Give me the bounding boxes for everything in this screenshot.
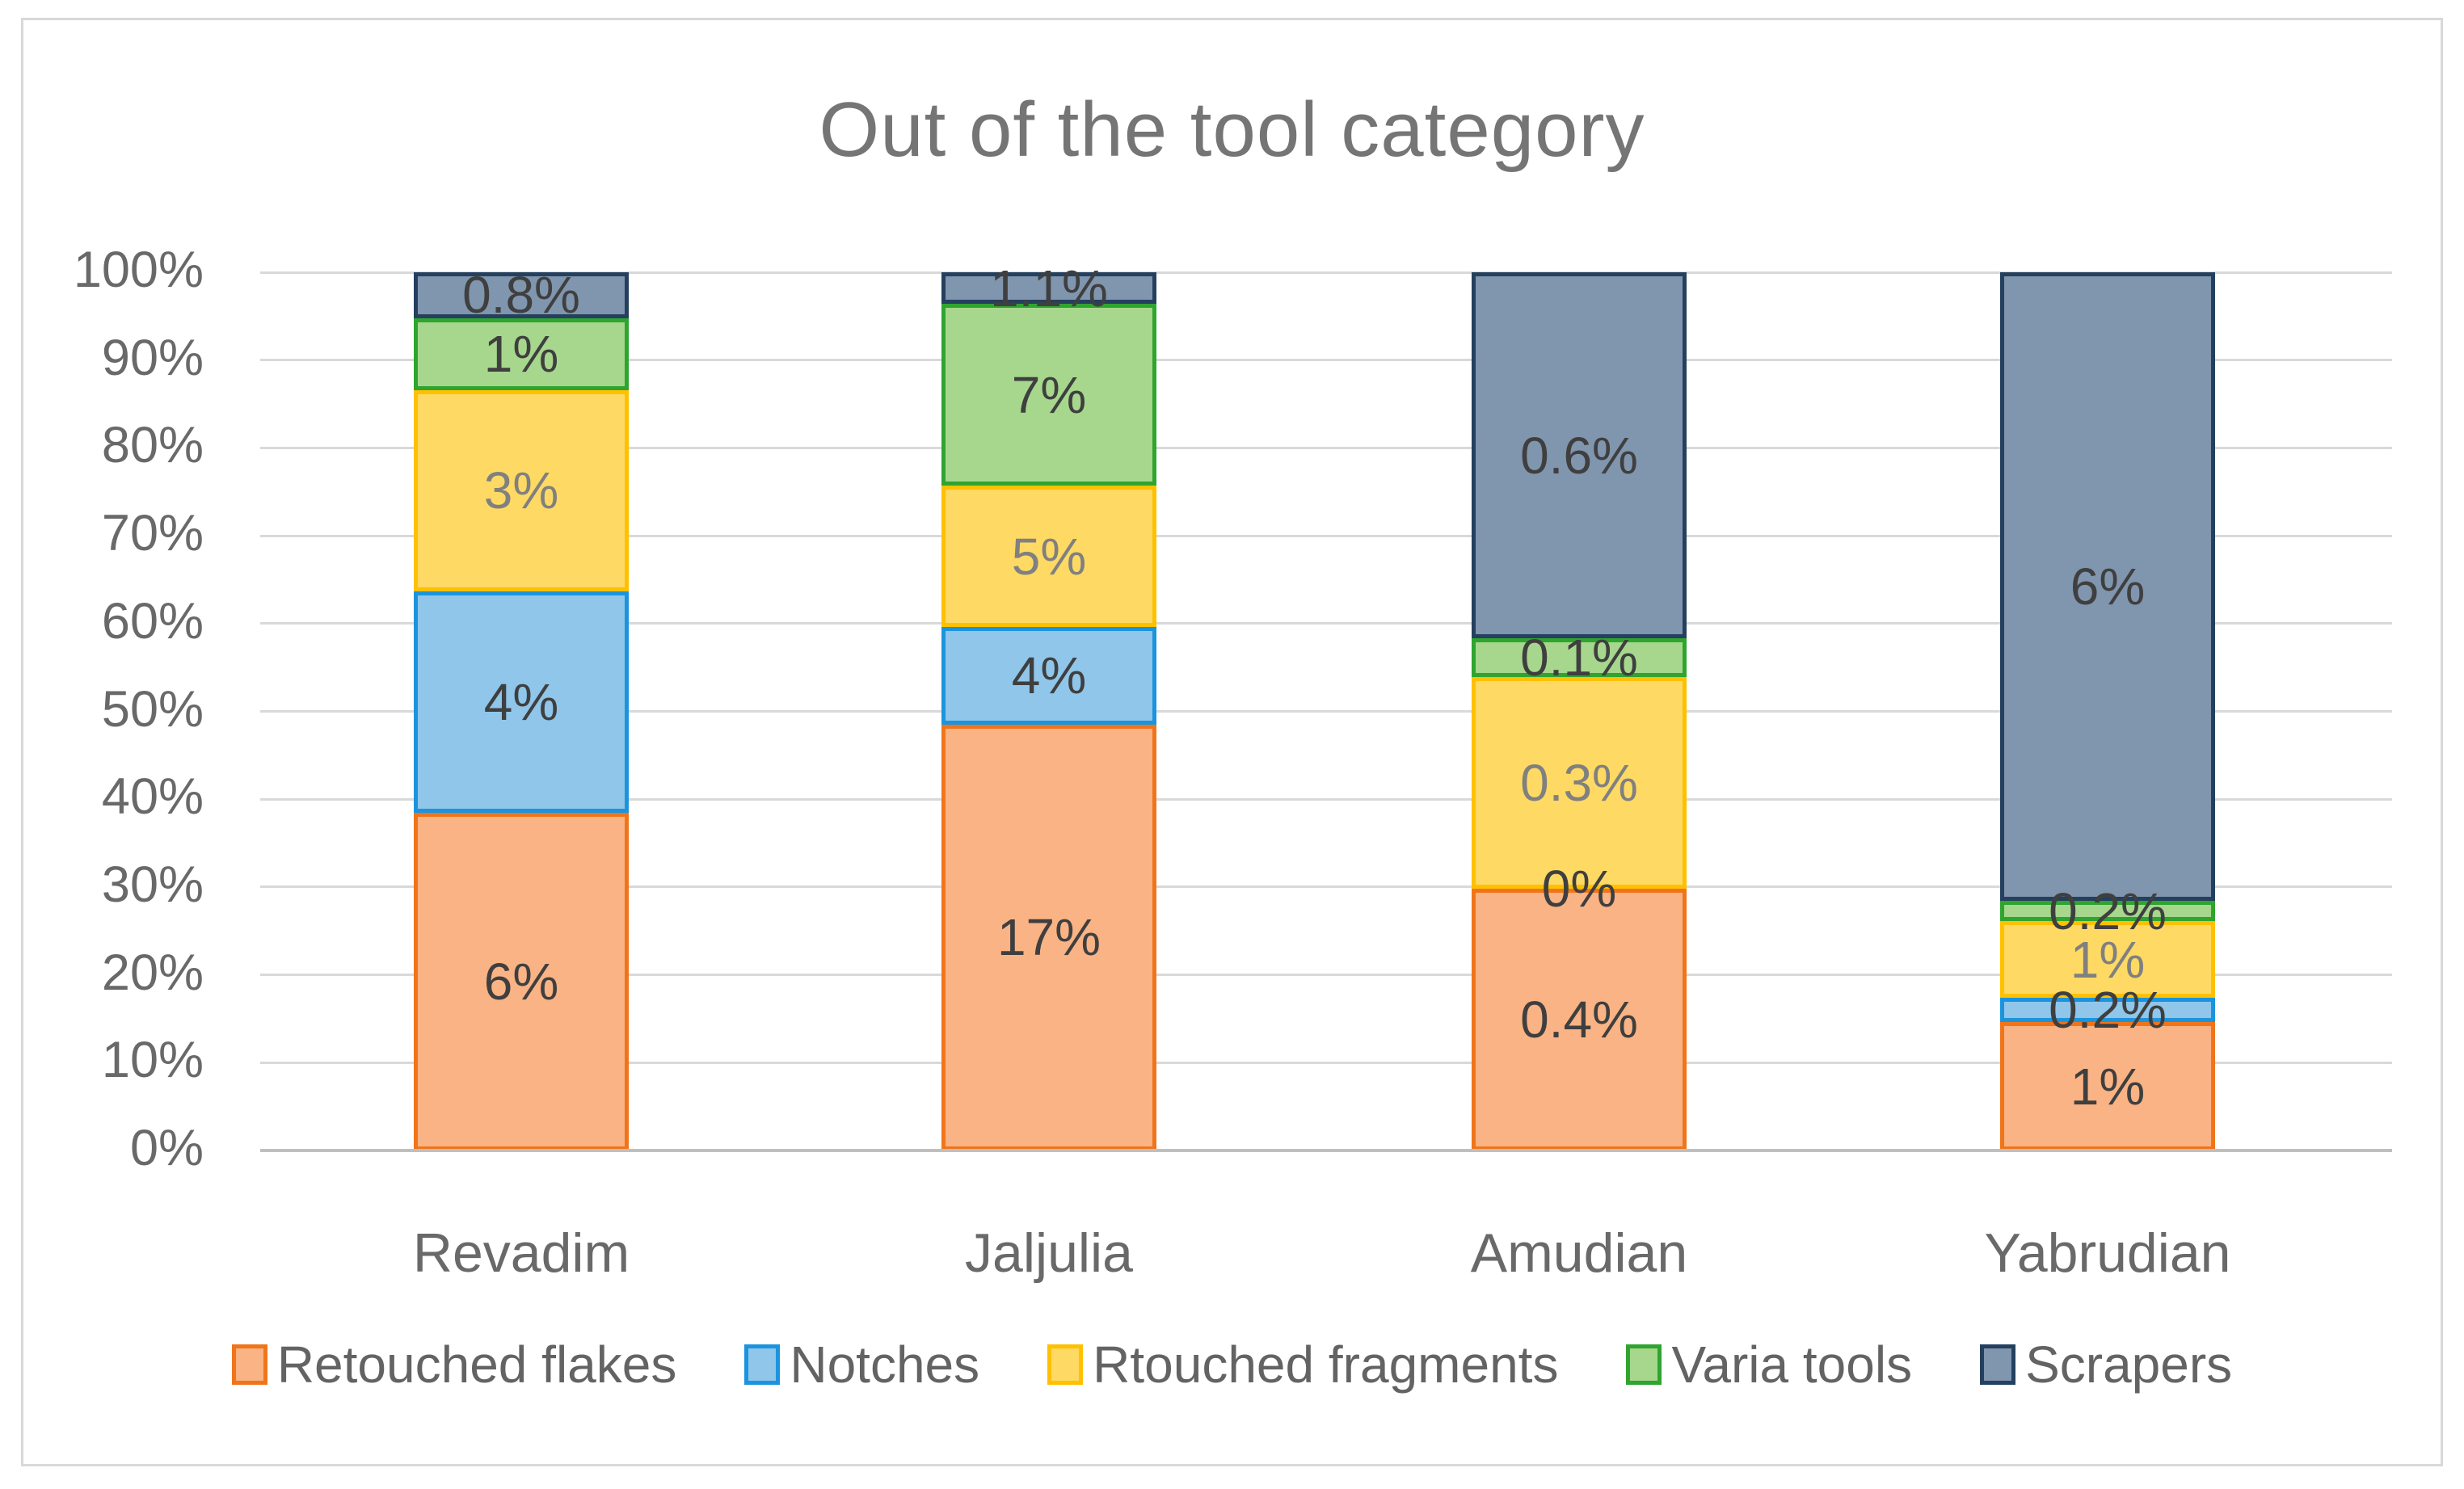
data-label: 7% <box>1011 365 1087 424</box>
bar-segment-rtouched-fragments <box>941 486 1156 628</box>
legend-item-scrapers: Scrapers <box>1980 1335 2232 1394</box>
legend-label: Varia tools <box>1671 1335 1913 1394</box>
gridline <box>260 710 2392 713</box>
bar-segment-scrapers <box>1472 272 1687 639</box>
gridline <box>260 622 2392 625</box>
data-label: 0.6% <box>1520 426 1638 485</box>
data-label: 0.2% <box>2049 981 2167 1040</box>
data-label: 1% <box>2070 930 2146 989</box>
data-label: 6% <box>2070 557 2146 616</box>
bar-segment-retouched-flakes <box>414 812 629 1150</box>
bar-segment-notches <box>941 627 1156 725</box>
gridline <box>260 797 2392 801</box>
bar-segment-varia-tools <box>1472 638 1687 678</box>
gridline <box>260 885 2392 889</box>
bar-segment-retouched-flakes <box>2000 1022 2215 1150</box>
legend: Retouched flakes Notches Rtouched fragment… <box>0 1335 2464 1394</box>
bar-segment-rtouched-fragments <box>1472 677 1687 890</box>
legend-swatch-icon <box>744 1344 781 1385</box>
legend-swatch-icon <box>1047 1344 1084 1385</box>
x-category-label: Yabrudian <box>1984 1222 2231 1284</box>
bar-segment-notches <box>414 591 629 813</box>
data-label: 5% <box>1011 527 1087 586</box>
data-label: 4% <box>483 672 559 731</box>
x-category-label: Amudian <box>1470 1222 1688 1284</box>
gridline <box>260 446 2392 449</box>
data-label: 0.8% <box>462 266 580 325</box>
legend-label: Notches <box>790 1335 980 1394</box>
bar-segment-retouched-flakes <box>1472 889 1687 1150</box>
gridline <box>260 974 2392 977</box>
bar-segment-notches <box>2000 997 2215 1023</box>
data-label: 0% <box>1541 860 1617 919</box>
y-tick-label: 40% <box>101 768 204 826</box>
data-label: 1% <box>2070 1057 2146 1116</box>
data-label: 0.1% <box>1520 629 1638 688</box>
data-label: 0.4% <box>1520 991 1638 1049</box>
chart-title: Out of the tool category <box>819 86 1645 173</box>
y-tick-label: 80% <box>101 417 204 474</box>
legend-swatch-icon <box>1626 1344 1662 1385</box>
data-label: 4% <box>1011 646 1087 705</box>
x-axis-line <box>260 1149 2392 1152</box>
gridline <box>260 271 2392 274</box>
bar-segment-scrapers <box>2000 272 2215 902</box>
y-tick-label: 90% <box>101 329 204 386</box>
x-category-label: Jaljulia <box>965 1222 1133 1284</box>
y-tick-label: 100% <box>73 242 204 299</box>
bar-segment-varia-tools <box>414 318 629 390</box>
gridline <box>260 534 2392 537</box>
bar-segment-retouched-flakes <box>941 724 1156 1150</box>
y-tick-label: 60% <box>101 592 204 650</box>
data-label: 1.1% <box>990 259 1108 318</box>
bar-segment-varia-tools <box>2000 901 2215 922</box>
legend-item-notches: Notches <box>744 1335 979 1394</box>
data-label: 0.3% <box>1520 754 1638 813</box>
data-label: 3% <box>483 461 559 520</box>
y-tick-label: 0% <box>129 1120 204 1177</box>
y-tick-label: 70% <box>101 505 204 562</box>
bar-segment-scrapers <box>414 272 629 318</box>
legend-item-varia-tools: Varia tools <box>1626 1335 1912 1394</box>
x-category-label: Revadim <box>412 1222 630 1284</box>
legend-item-rtouched-fragments: Rtouched fragments <box>1047 1335 1558 1394</box>
bar-segment-rtouched-fragments <box>414 389 629 591</box>
data-label: 0.2% <box>2049 881 2167 940</box>
gridline <box>260 1061 2392 1064</box>
bar-segment-rtouched-fragments <box>2000 921 2215 998</box>
bar-segment-varia-tools <box>941 304 1156 486</box>
y-tick-label: 20% <box>101 944 204 1001</box>
legend-swatch-icon <box>1980 1344 2016 1385</box>
legend-label: Rtouched fragments <box>1093 1335 1559 1394</box>
legend-label: Scrapers <box>2025 1335 2233 1394</box>
data-label: 1% <box>483 325 559 384</box>
gridline <box>260 359 2392 362</box>
bar-segment-scrapers <box>941 272 1156 305</box>
legend-item-retouched-flakes: Retouched flakes <box>231 1335 677 1394</box>
data-label: 17% <box>996 908 1101 967</box>
legend-label: Retouched flakes <box>276 1335 677 1394</box>
y-tick-label: 50% <box>101 680 204 738</box>
y-tick-label: 10% <box>101 1032 204 1089</box>
y-tick-label: 30% <box>101 856 204 914</box>
data-label: 6% <box>483 952 559 1011</box>
legend-swatch-icon <box>231 1344 267 1385</box>
